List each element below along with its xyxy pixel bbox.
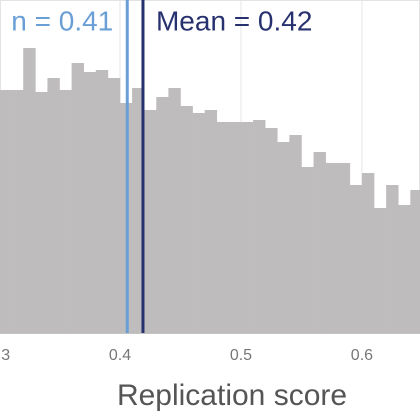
bar	[398, 205, 411, 333]
bar	[59, 90, 72, 333]
bar	[240, 122, 254, 333]
bar	[313, 152, 326, 333]
bar	[192, 113, 205, 333]
bar	[410, 190, 420, 333]
bar	[301, 167, 314, 333]
bar	[325, 163, 339, 333]
bar	[23, 48, 36, 333]
bar	[374, 208, 387, 333]
bar	[361, 173, 375, 333]
bar	[47, 78, 60, 333]
x-tick-label: 0.6	[351, 347, 373, 364]
reference-label: Mean = 0.42	[156, 5, 312, 36]
bar	[180, 106, 193, 333]
x-tick-label: 0.5	[230, 347, 252, 364]
bar	[216, 122, 230, 333]
bar	[289, 135, 302, 333]
bar	[277, 142, 290, 333]
bar	[386, 185, 399, 333]
bar	[156, 97, 169, 333]
bar	[228, 122, 242, 333]
bar	[35, 92, 48, 333]
bar	[265, 128, 278, 333]
bar	[11, 90, 24, 333]
bar	[132, 88, 145, 333]
bar	[107, 78, 121, 333]
bar	[144, 110, 157, 333]
bar	[337, 163, 351, 333]
bar	[95, 70, 109, 333]
bar	[204, 110, 218, 333]
bar	[83, 72, 97, 333]
bar	[168, 88, 181, 333]
bar	[349, 185, 363, 333]
bar	[253, 120, 266, 333]
bar	[0, 90, 12, 333]
x-tick-label: 0.4	[109, 347, 131, 364]
x-axis-label: Replication score	[117, 379, 347, 412]
bar	[71, 63, 85, 333]
reference-label: n = 0.41	[11, 5, 113, 36]
x-tick-label: 0.3	[0, 347, 10, 364]
